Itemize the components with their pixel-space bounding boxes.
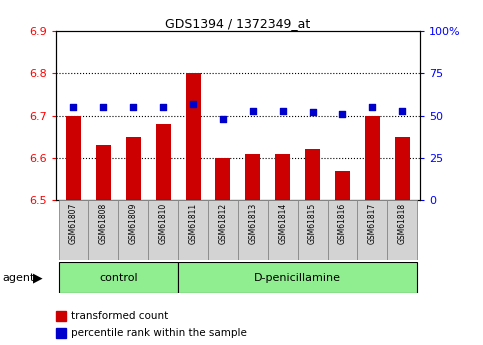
Bar bbox=[357, 200, 387, 260]
Bar bbox=[327, 200, 357, 260]
Bar bbox=[96, 145, 111, 200]
Bar bbox=[178, 262, 417, 293]
Bar bbox=[245, 154, 260, 200]
Text: GSM61807: GSM61807 bbox=[69, 203, 78, 245]
Bar bbox=[66, 116, 81, 200]
Point bbox=[369, 104, 376, 110]
Text: D-penicillamine: D-penicillamine bbox=[254, 273, 341, 283]
Text: GSM61812: GSM61812 bbox=[218, 203, 227, 244]
Point bbox=[70, 104, 77, 110]
Bar bbox=[126, 137, 141, 200]
Bar bbox=[208, 200, 238, 260]
Bar bbox=[387, 200, 417, 260]
Bar bbox=[275, 154, 290, 200]
Text: GSM61809: GSM61809 bbox=[129, 203, 138, 245]
Point bbox=[309, 109, 316, 115]
Title: GDS1394 / 1372349_at: GDS1394 / 1372349_at bbox=[165, 17, 311, 30]
Bar bbox=[365, 116, 380, 200]
Bar bbox=[298, 200, 327, 260]
Bar bbox=[178, 200, 208, 260]
Text: GSM61816: GSM61816 bbox=[338, 203, 347, 244]
Text: GSM61817: GSM61817 bbox=[368, 203, 377, 244]
Text: agent: agent bbox=[2, 273, 35, 283]
Point bbox=[159, 104, 167, 110]
Bar bbox=[88, 200, 118, 260]
Bar bbox=[148, 200, 178, 260]
Bar bbox=[58, 262, 178, 293]
Text: GSM61814: GSM61814 bbox=[278, 203, 287, 244]
Bar bbox=[215, 158, 230, 200]
Bar bbox=[395, 137, 410, 200]
Point bbox=[249, 108, 256, 113]
Point bbox=[339, 111, 346, 117]
Bar bbox=[238, 200, 268, 260]
Bar bbox=[156, 124, 170, 200]
Bar bbox=[268, 200, 298, 260]
Bar bbox=[118, 200, 148, 260]
Text: GSM61815: GSM61815 bbox=[308, 203, 317, 244]
Point bbox=[219, 116, 227, 122]
Text: percentile rank within the sample: percentile rank within the sample bbox=[71, 328, 247, 338]
Text: GSM61808: GSM61808 bbox=[99, 203, 108, 244]
Text: GSM61818: GSM61818 bbox=[398, 203, 407, 244]
Point bbox=[398, 108, 406, 113]
Bar bbox=[335, 170, 350, 200]
Point bbox=[129, 104, 137, 110]
Text: transformed count: transformed count bbox=[71, 311, 168, 321]
Bar bbox=[185, 73, 200, 200]
Text: GSM61811: GSM61811 bbox=[188, 203, 198, 244]
Text: ▶: ▶ bbox=[33, 271, 43, 284]
Point bbox=[99, 104, 107, 110]
Bar bbox=[305, 149, 320, 200]
Text: GSM61810: GSM61810 bbox=[158, 203, 168, 244]
Text: control: control bbox=[99, 273, 138, 283]
Point bbox=[279, 108, 286, 113]
Text: GSM61813: GSM61813 bbox=[248, 203, 257, 244]
Point bbox=[189, 101, 197, 107]
Bar bbox=[58, 200, 88, 260]
